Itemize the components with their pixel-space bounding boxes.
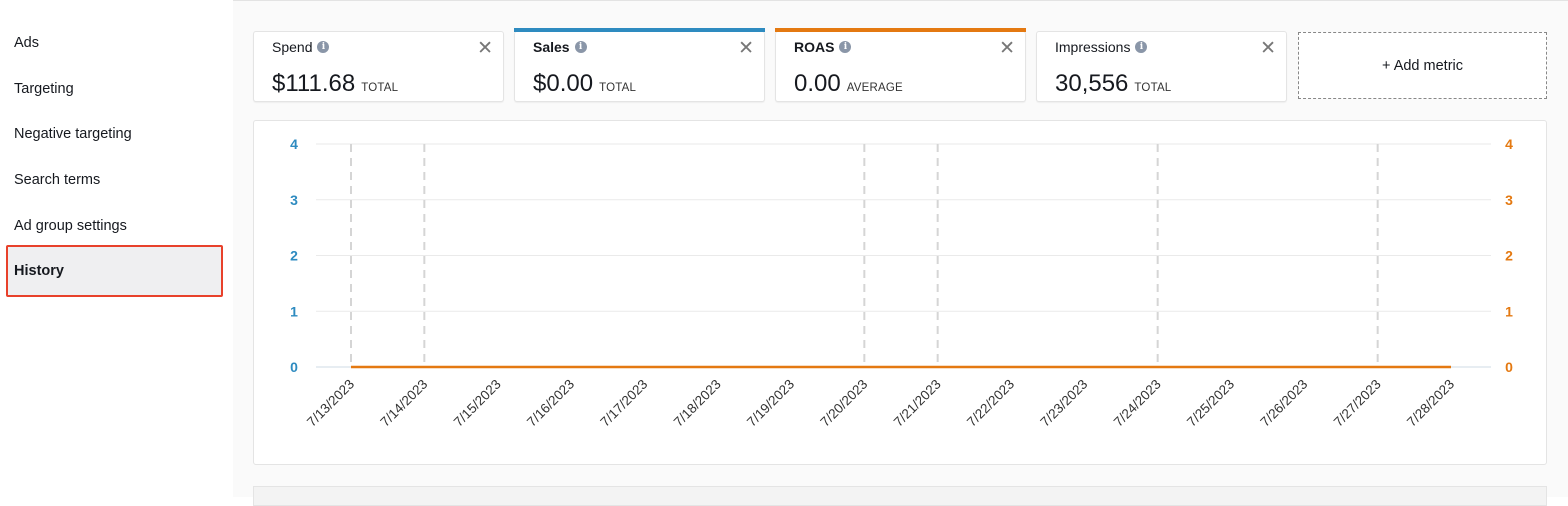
metric-title: Sales [533,39,570,55]
metric-unit: TOTAL [1134,82,1172,94]
x-tick-label: 7/22/2023 [964,377,1017,430]
metric-title: Spend [272,39,313,55]
info-icon[interactable]: i [574,41,587,53]
close-icon[interactable]: ✕ [999,38,1015,59]
bottom-panel [253,486,1547,506]
performance-chart: 0 1 2 3 4 0 1 2 3 4 7/13/2023 7/14/2023 7/15/2023 7/1… [290,136,1513,430]
metric-value: $111.68 [272,70,356,97]
sidebar-item-targeting[interactable]: Targeting [14,81,74,97]
x-tick-label: 7/25/2023 [1184,377,1237,430]
y-right-tick-label: 0 [1505,359,1513,375]
x-tick-label: 7/15/2023 [451,377,504,430]
sidebar-item-search-terms[interactable]: Search terms [14,172,101,188]
x-tick-label: 7/18/2023 [671,377,724,430]
x-tick-label: 7/27/2023 [1331,377,1384,430]
close-icon[interactable]: ✕ [477,38,493,59]
metric-accent-bar [514,28,765,32]
metric-card-spend[interactable]: Spend i ✕ $111.68 TOTAL [253,31,504,102]
sidebar: Ads Targeting Negative targeting Search … [0,0,233,497]
metric-card-sales[interactable]: Sales i ✕ $0.00 TOTAL [514,28,765,102]
add-metric-button[interactable]: + Add metric [1298,32,1547,99]
metric-value: 30,556 [1055,70,1129,97]
metric-title: Impressions [1055,39,1131,55]
sidebar-item-negative-targeting[interactable]: Negative targeting [14,126,132,142]
x-tick-label: 7/23/2023 [1037,377,1090,430]
x-tick-label: 7/14/2023 [377,377,430,430]
x-tick-label: 7/26/2023 [1257,377,1310,430]
x-tick-label: 7/21/2023 [891,377,944,430]
x-tick-label: 7/24/2023 [1111,377,1164,430]
metric-value: 0.00 [794,70,841,97]
info-icon[interactable]: i [839,41,852,53]
top-divider [0,0,1568,1]
x-tick-label: 7/16/2023 [524,377,577,430]
metric-unit: AVERAGE [846,82,903,94]
y-right-tick-label: 2 [1505,248,1513,264]
close-icon[interactable]: ✕ [738,38,754,59]
metric-accent-bar [775,28,1026,32]
y-right-tick-label: 1 [1505,303,1513,319]
y-right-tick-label: 4 [1505,136,1513,152]
y-left-tick-label: 3 [290,192,298,208]
x-tick-label: 7/17/2023 [597,377,650,430]
info-icon[interactable]: i [317,41,330,53]
metric-card-impressions[interactable]: Impressions i ✕ 30,556 TOTAL [1036,31,1287,102]
x-tick-label: 7/13/2023 [304,377,357,430]
metric-value: $0.00 [533,70,594,97]
info-icon[interactable]: i [1135,41,1148,53]
metric-unit: TOTAL [599,82,637,94]
x-tick-label: 7/28/2023 [1404,377,1457,430]
y-left-tick-label: 0 [290,359,298,375]
x-tick-label: 7/20/2023 [817,377,870,430]
x-tick-label: 7/19/2023 [744,377,797,430]
sidebar-item-ad-group-settings[interactable]: Ad group settings [14,218,127,234]
close-icon[interactable]: ✕ [1260,38,1276,59]
sidebar-item-ads[interactable]: Ads [14,35,39,51]
metric-unit: TOTAL [361,82,399,94]
y-left-tick-label: 1 [290,303,298,319]
sidebar-item-history[interactable]: History [6,245,223,297]
metric-title: ROAS [794,39,835,55]
y-left-tick-label: 4 [290,136,298,152]
y-left-tick-label: 2 [290,248,298,264]
y-right-tick-label: 3 [1505,192,1513,208]
chart-card: 0 1 2 3 4 0 1 2 3 4 7/13/2023 7/14/2023 7/15/2023 7/1… [253,120,1547,465]
metric-card-roas[interactable]: ROAS i ✕ 0.00 AVERAGE [775,28,1026,102]
